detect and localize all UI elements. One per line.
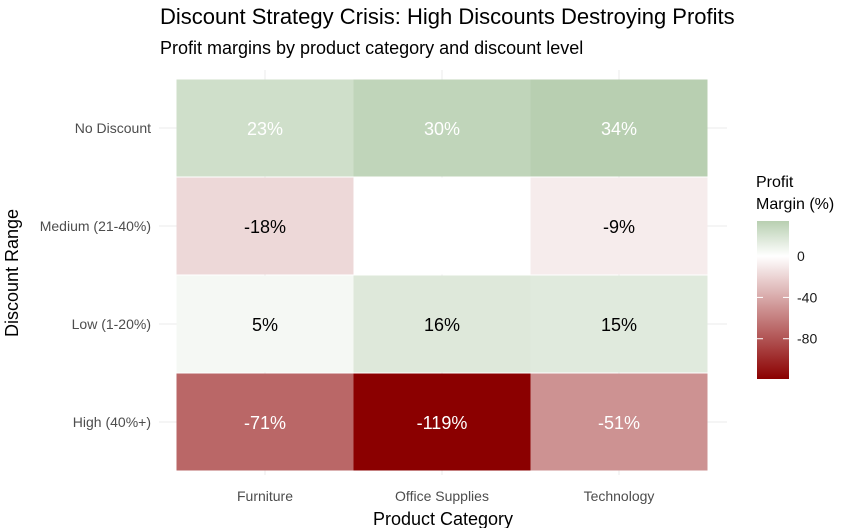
heatmap-cell-technology-high-40	[530, 373, 708, 471]
cell-label-furniture-medium-21-40: -18%	[244, 217, 286, 237]
cell-label-furniture-high-40: -71%	[244, 413, 286, 433]
legend-tick-label: -80	[797, 331, 817, 347]
x-tick-label-office-supplies: Office Supplies	[395, 488, 489, 504]
heatmap-cell-office-supplies-high-40	[353, 373, 531, 471]
cell-label-technology-low-1-20: 15%	[601, 315, 637, 335]
legend-tick-label: -40	[797, 289, 817, 305]
x-tick-label-furniture: Furniture	[237, 488, 293, 504]
cell-labels: 23% 30% 34% -18% -9% 5% 16% 15% -71% -119% -51%	[244, 119, 640, 433]
y-tick-label-low-1-20: Low (1-20%)	[72, 316, 151, 332]
color-legend: Profit Margin (%) 0 -40 -80	[756, 174, 834, 379]
heatmap-cell-technology-low-1-20	[530, 275, 708, 373]
chart-title: Discount Strategy Crisis: High Discounts…	[160, 4, 735, 29]
heatmap-cell-office-supplies-medium-21-40	[353, 177, 531, 275]
chart-subtitle: Profit margins by product category and d…	[160, 38, 583, 58]
cell-label-furniture-no-discount: 23%	[247, 119, 283, 139]
y-axis-title: Discount Range	[2, 209, 22, 337]
legend-ticks: 0 -40 -80	[757, 248, 817, 347]
cell-label-office-supplies-low-1-20: 16%	[424, 315, 460, 335]
heatmap-cell-furniture-no-discount	[176, 79, 354, 177]
y-tick-label-medium-21-40: Medium (21-40%)	[40, 218, 151, 234]
y-axis-ticks: No Discount Medium (21-40%) Low (1-20%) Hig…	[40, 120, 151, 430]
heatmap-cell-technology-no-discount	[530, 79, 708, 177]
heatmap-cell-technology-medium-21-40	[530, 177, 708, 275]
x-axis-title: Product Category	[373, 509, 513, 528]
cell-label-technology-no-discount: 34%	[601, 119, 637, 139]
y-tick-label-high-40: High (40%+)	[73, 414, 151, 430]
legend-colorbar	[757, 221, 789, 379]
heatmap-cell-furniture-medium-21-40	[176, 177, 354, 275]
legend-title-line-2: Margin (%)	[756, 196, 834, 213]
legend-title-line-1: Profit	[756, 174, 794, 191]
cell-label-technology-high-40: -51%	[598, 413, 640, 433]
heatmap-cell-office-supplies-no-discount	[353, 79, 531, 177]
x-axis-ticks: Furniture Office Supplies Technology	[237, 488, 654, 504]
x-tick-label-technology: Technology	[584, 488, 655, 504]
legend-tick-label: 0	[797, 248, 805, 264]
heatmap-cell-furniture-low-1-20	[176, 275, 354, 373]
cell-label-furniture-low-1-20: 5%	[252, 315, 278, 335]
y-tick-label-no-discount: No Discount	[75, 120, 151, 136]
heatmap-cells	[176, 79, 708, 471]
cell-label-office-supplies-no-discount: 30%	[424, 119, 460, 139]
cell-label-technology-medium-21-40: -9%	[603, 217, 635, 237]
heatmap-cell-furniture-high-40	[176, 373, 354, 471]
cell-label-office-supplies-high-40: -119%	[417, 413, 468, 433]
heatmap-cell-office-supplies-low-1-20	[353, 275, 531, 373]
